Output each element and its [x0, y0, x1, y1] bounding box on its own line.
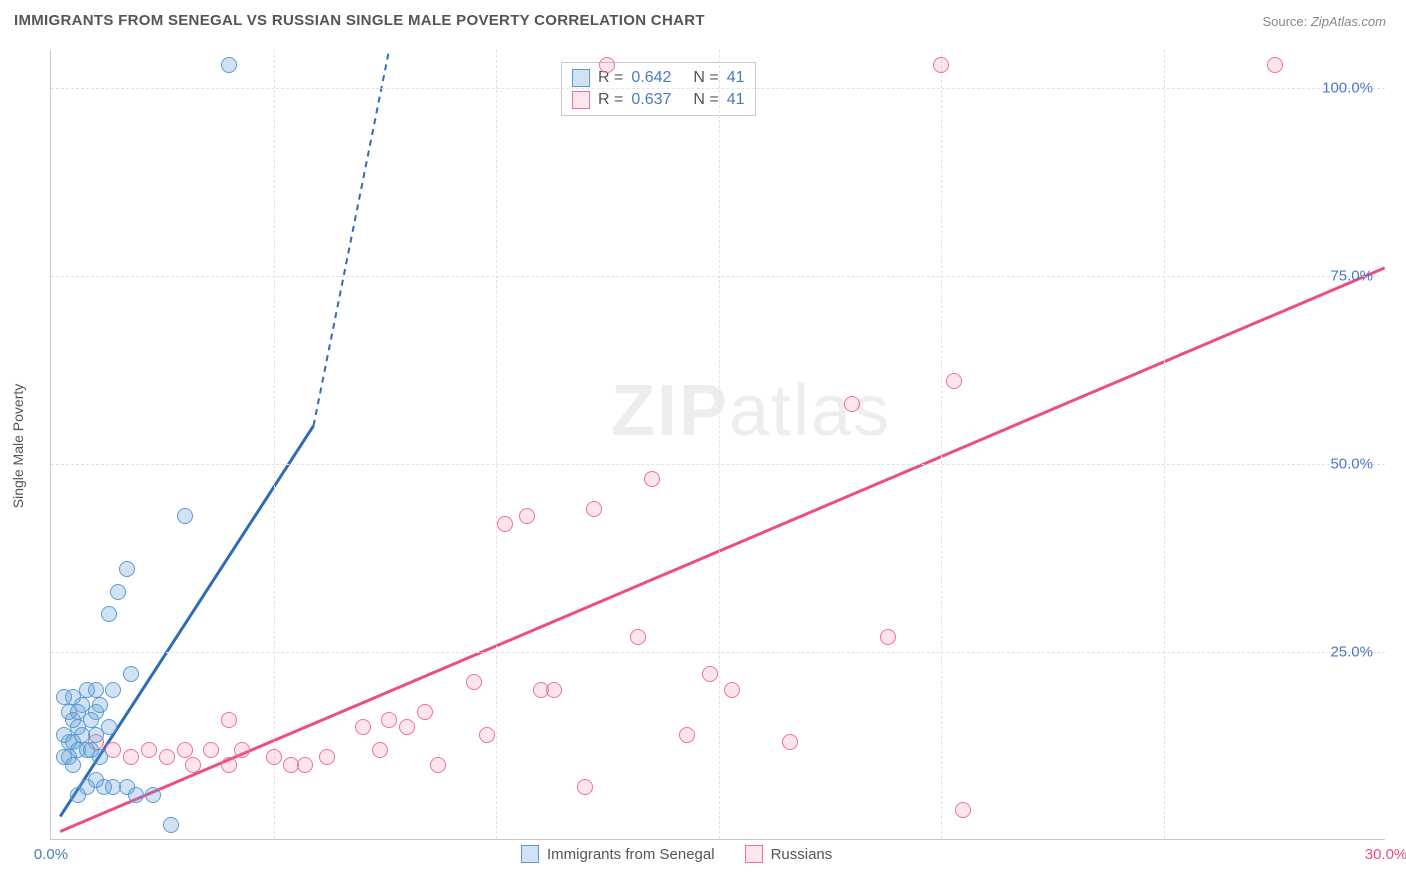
- r-label: R =: [598, 89, 623, 111]
- data-point: [519, 508, 535, 524]
- data-point: [221, 57, 237, 73]
- legend-bottom: Immigrants from Senegal Russians: [521, 845, 832, 863]
- data-point: [128, 787, 144, 803]
- legend-item: Immigrants from Senegal: [521, 845, 715, 863]
- gridline-v: [274, 50, 275, 839]
- data-point: [234, 742, 250, 758]
- source-label: Source:: [1262, 14, 1310, 29]
- x-tick-label: 0.0%: [34, 846, 68, 863]
- data-point: [417, 704, 433, 720]
- data-point: [88, 704, 104, 720]
- data-point: [497, 516, 513, 532]
- legend-item: Russians: [745, 845, 833, 863]
- data-point: [110, 584, 126, 600]
- data-point: [177, 508, 193, 524]
- data-point: [123, 666, 139, 682]
- data-point: [56, 749, 72, 765]
- data-point: [159, 749, 175, 765]
- data-point: [372, 742, 388, 758]
- n-label: N =: [693, 67, 718, 89]
- data-point: [88, 682, 104, 698]
- data-point: [119, 561, 135, 577]
- n-value: 41: [727, 67, 745, 89]
- data-point: [430, 757, 446, 773]
- data-point: [946, 373, 962, 389]
- data-point: [880, 629, 896, 645]
- data-point: [381, 712, 397, 728]
- y-tick-label: 25.0%: [1330, 643, 1373, 660]
- r-value: 0.642: [631, 67, 671, 89]
- data-point: [702, 666, 718, 682]
- y-tick-label: 100.0%: [1322, 79, 1373, 96]
- data-point: [399, 719, 415, 735]
- data-point: [679, 727, 695, 743]
- data-point: [185, 757, 201, 773]
- data-point: [466, 674, 482, 690]
- data-point: [599, 57, 615, 73]
- scatter-plot: ZIPatlas R = 0.642N = 41R = 0.637N = 41 …: [50, 50, 1385, 840]
- data-point: [88, 772, 104, 788]
- source-attribution: Source: ZipAtlas.com: [1262, 14, 1386, 29]
- legend-swatch: [521, 845, 539, 863]
- data-point: [319, 749, 335, 765]
- data-point: [724, 682, 740, 698]
- data-point: [123, 749, 139, 765]
- n-label: N =: [693, 89, 718, 111]
- y-tick-label: 50.0%: [1330, 455, 1373, 472]
- data-point: [644, 471, 660, 487]
- y-axis-label: Single Male Poverty: [10, 384, 26, 509]
- data-point: [297, 757, 313, 773]
- data-point: [844, 396, 860, 412]
- legend-swatch: [745, 845, 763, 863]
- data-point: [70, 704, 86, 720]
- legend-stats-box: R = 0.642N = 41R = 0.637N = 41: [561, 62, 756, 116]
- r-value: 0.637: [631, 89, 671, 111]
- legend-label: Immigrants from Senegal: [547, 846, 715, 863]
- legend-label: Russians: [771, 846, 833, 863]
- data-point: [105, 682, 121, 698]
- data-point: [61, 734, 77, 750]
- data-point: [203, 742, 219, 758]
- y-tick-label: 75.0%: [1330, 267, 1373, 284]
- data-point: [221, 712, 237, 728]
- data-point: [101, 606, 117, 622]
- data-point: [955, 802, 971, 818]
- data-point: [101, 719, 117, 735]
- data-point: [546, 682, 562, 698]
- data-point: [782, 734, 798, 750]
- data-point: [586, 501, 602, 517]
- data-point: [65, 689, 81, 705]
- data-point: [163, 817, 179, 833]
- data-point: [1267, 57, 1283, 73]
- chart-title: IMMIGRANTS FROM SENEGAL VS RUSSIAN SINGL…: [14, 12, 705, 29]
- data-point: [630, 629, 646, 645]
- x-tick-label: 30.0%: [1365, 846, 1406, 863]
- gridline-v: [719, 50, 720, 839]
- source-value: ZipAtlas.com: [1311, 14, 1386, 29]
- data-point: [355, 719, 371, 735]
- data-point: [92, 749, 108, 765]
- data-point: [577, 779, 593, 795]
- gridline-v: [496, 50, 497, 839]
- data-point: [177, 742, 193, 758]
- legend-swatch: [572, 91, 590, 109]
- gridline-v: [941, 50, 942, 839]
- gridline-v: [1164, 50, 1165, 839]
- data-point: [479, 727, 495, 743]
- data-point: [266, 749, 282, 765]
- data-point: [221, 757, 237, 773]
- data-point: [141, 742, 157, 758]
- n-value: 41: [727, 89, 745, 111]
- legend-swatch: [572, 69, 590, 87]
- data-point: [145, 787, 161, 803]
- data-point: [933, 57, 949, 73]
